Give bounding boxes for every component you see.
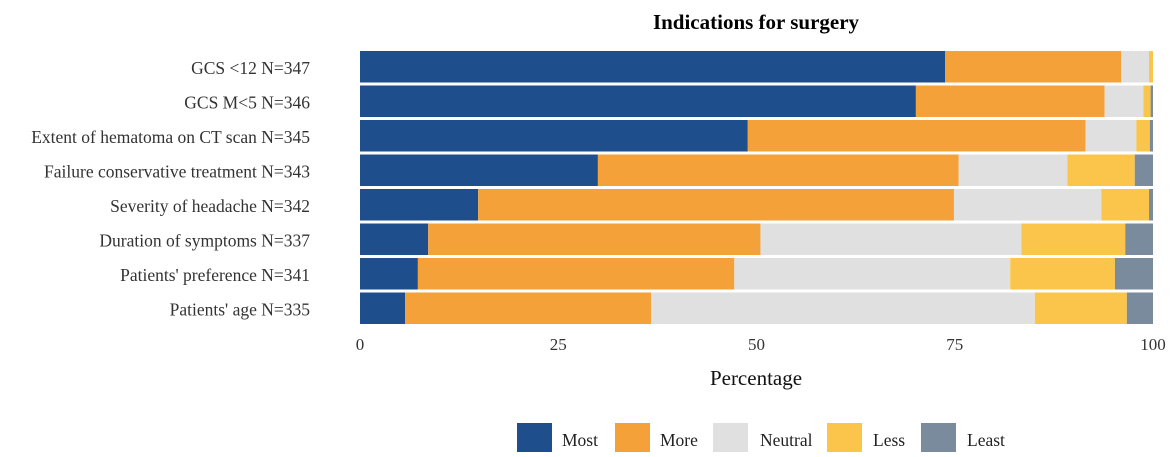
bar-segment-less bbox=[1101, 189, 1150, 221]
bar-segment-least bbox=[1126, 292, 1153, 324]
x-axis-title: Percentage bbox=[710, 366, 802, 390]
bar-segment-less bbox=[1067, 154, 1135, 186]
legend-swatch-least bbox=[921, 423, 956, 454]
bar-segment-less bbox=[1143, 85, 1151, 117]
bar-segment-more bbox=[747, 120, 1086, 152]
bar-segment-less bbox=[1149, 51, 1153, 83]
bars-group bbox=[360, 51, 1153, 324]
bar-segment-more bbox=[478, 189, 954, 221]
x-tick-label: 25 bbox=[550, 335, 567, 354]
y-axis-label: Failure conservative treatment N=343 bbox=[44, 161, 310, 181]
legend-swatch-more bbox=[615, 423, 650, 454]
y-axis-label: GCS <12 N=347 bbox=[191, 58, 310, 78]
legend: Most More Neutral Less Least bbox=[517, 423, 1005, 454]
y-axis-label: Duration of symptoms N=337 bbox=[99, 230, 310, 250]
bar-segment-more bbox=[428, 223, 761, 255]
bar-segment-less bbox=[1034, 292, 1127, 324]
bar-segment-neutral bbox=[1104, 85, 1144, 117]
x-tick-label: 75 bbox=[946, 335, 963, 354]
bar-segment-least bbox=[1125, 223, 1153, 255]
bar-segment-more bbox=[597, 154, 959, 186]
x-axis-ticks: 0 25 50 75 100 bbox=[356, 335, 1166, 354]
bar-segment-most bbox=[360, 120, 748, 152]
legend-swatch-neutral bbox=[713, 423, 748, 454]
bar-segment-less bbox=[1136, 120, 1150, 152]
bar-segment-more bbox=[417, 258, 735, 290]
bar-segment-more bbox=[405, 292, 652, 324]
bar-segment-more bbox=[945, 51, 1122, 83]
bar-segment-least bbox=[1150, 85, 1153, 117]
bar-segment-least bbox=[1149, 120, 1153, 152]
bar-segment-less bbox=[1010, 258, 1115, 290]
bar-segment-less bbox=[1021, 223, 1126, 255]
bar-segment-neutral bbox=[651, 292, 1035, 324]
bar-segment-more bbox=[915, 85, 1105, 117]
bar-segment-most bbox=[360, 292, 406, 324]
legend-label-least: Least bbox=[967, 430, 1005, 450]
bar-segment-least bbox=[1134, 154, 1153, 186]
y-axis-label: Extent of hematoma on CT scan N=345 bbox=[31, 127, 310, 147]
legend-label-neutral: Neutral bbox=[760, 430, 813, 450]
legend-swatch-less bbox=[827, 423, 862, 454]
legend-swatch-most bbox=[517, 423, 552, 454]
bar-segment-least bbox=[1114, 258, 1153, 290]
bar-segment-most bbox=[360, 154, 598, 186]
bar-segment-most bbox=[360, 223, 429, 255]
bar-segment-most bbox=[360, 85, 916, 117]
y-axis-label: Severity of headache N=342 bbox=[110, 196, 310, 216]
x-tick-label: 50 bbox=[748, 335, 765, 354]
x-tick-label: 0 bbox=[356, 335, 365, 354]
legend-label-most: Most bbox=[562, 430, 598, 450]
bar-segment-most bbox=[360, 51, 946, 83]
y-axis-label: GCS M<5 N=346 bbox=[184, 92, 310, 112]
bar-segment-neutral bbox=[734, 258, 1011, 290]
bar-segment-neutral bbox=[1121, 51, 1150, 83]
chart-title: Indications for surgery bbox=[653, 10, 860, 34]
bar-segment-neutral bbox=[958, 154, 1068, 186]
legend-label-less: Less bbox=[873, 430, 905, 450]
x-tick-label: 100 bbox=[1140, 335, 1166, 354]
bar-segment-neutral bbox=[953, 189, 1102, 221]
legend-label-more: More bbox=[660, 430, 698, 450]
bar-segment-neutral bbox=[760, 223, 1022, 255]
y-axis-label: Patients' preference N=341 bbox=[120, 265, 310, 285]
y-axis-labels: GCS <12 N=347 GCS M<5 N=346 Extent of hema… bbox=[31, 58, 310, 320]
bar-segment-most bbox=[360, 189, 479, 221]
y-axis-label: Patients' age N=335 bbox=[170, 299, 311, 319]
bar-segment-least bbox=[1149, 189, 1153, 221]
bar-segment-most bbox=[360, 258, 418, 290]
bar-segment-neutral bbox=[1085, 120, 1137, 152]
